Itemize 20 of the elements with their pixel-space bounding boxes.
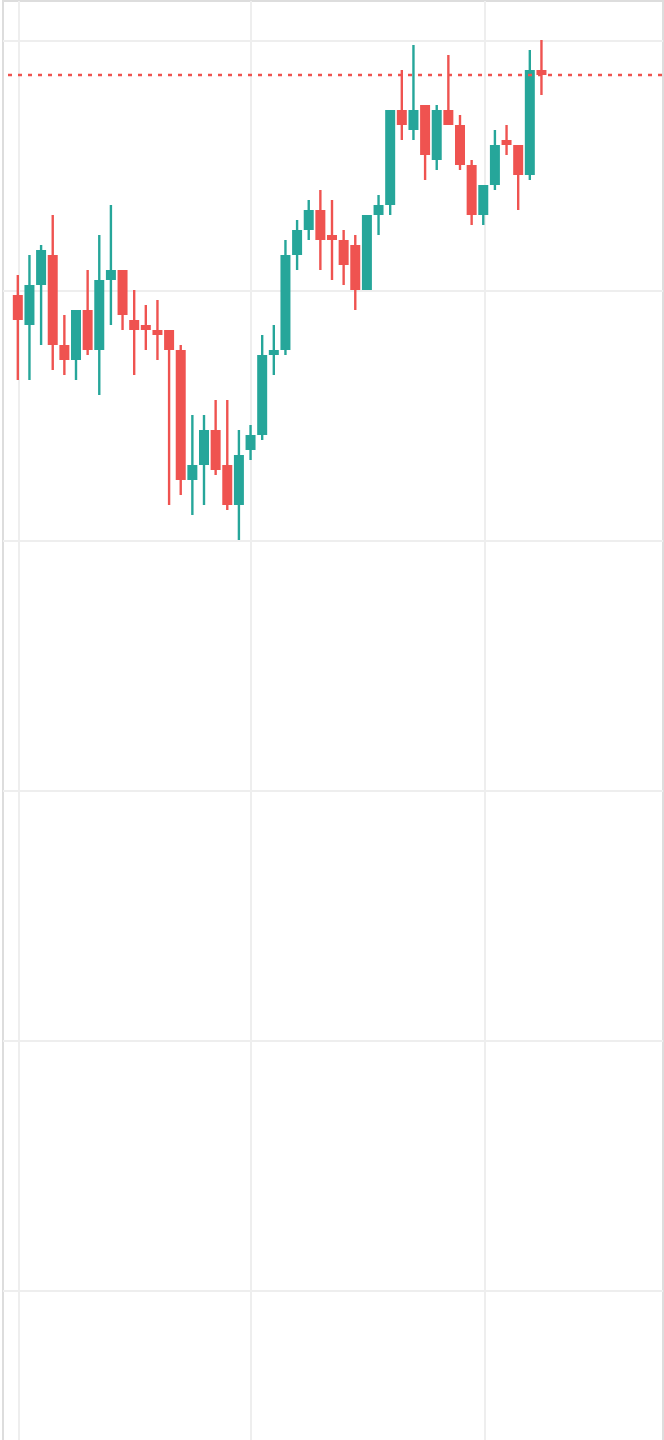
candlestick bbox=[268, 323, 279, 377]
candlestick bbox=[513, 143, 524, 212]
candlestick bbox=[245, 423, 256, 462]
candlestick bbox=[105, 203, 116, 327]
candlestick bbox=[292, 218, 303, 272]
candlestick bbox=[36, 243, 47, 347]
candlestick bbox=[303, 198, 314, 242]
candlestick bbox=[501, 123, 512, 157]
candlestick bbox=[455, 113, 465, 172]
candlestick bbox=[408, 43, 419, 142]
candlestick bbox=[117, 268, 128, 332]
candlestick bbox=[187, 413, 198, 517]
candlestick bbox=[373, 193, 384, 237]
candlestick bbox=[59, 313, 70, 377]
candlestick bbox=[478, 183, 489, 227]
candlestick bbox=[489, 128, 500, 192]
candlestick bbox=[12, 273, 23, 382]
candlestick bbox=[82, 268, 93, 357]
candlestick bbox=[199, 413, 209, 507]
candlestick bbox=[24, 253, 35, 382]
